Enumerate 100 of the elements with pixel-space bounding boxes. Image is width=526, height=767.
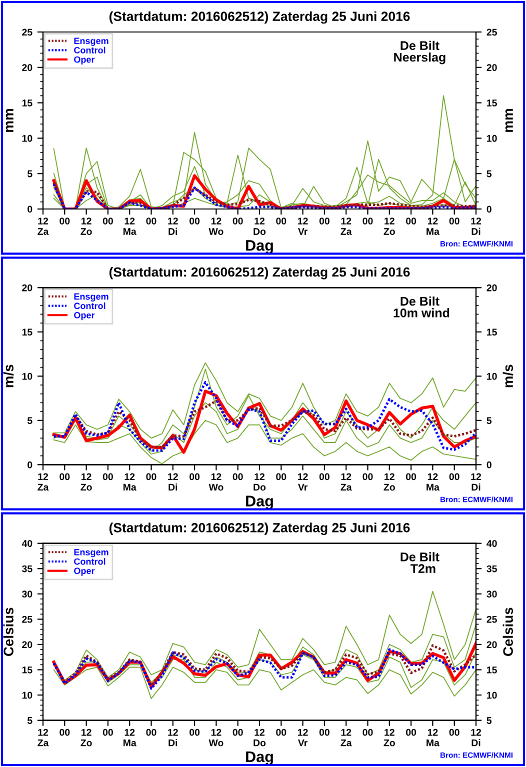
x-axis-title: Dag — [246, 751, 273, 766]
x-tick-label: 12 Zo — [384, 473, 395, 491]
x-tick-label: 12 Wo — [208, 473, 224, 491]
x-tick-label: 00 — [319, 473, 330, 480]
y-axis-title: m/s — [3, 364, 14, 388]
y2-axis-title: Celsius — [502, 608, 513, 656]
x-tick-label: 00 — [232, 473, 243, 480]
x-tick-label: 00 — [406, 218, 416, 224]
y-tick-label: 25 — [22, 616, 32, 623]
legend-label: Control — [74, 302, 106, 310]
y2-tick-label: 10 — [487, 134, 497, 142]
legend-label: Control — [74, 46, 106, 54]
x-tick-label: 00 — [449, 218, 460, 224]
x-tick-label: 12 Ma — [124, 218, 136, 235]
x-tick-label: 00 — [232, 728, 243, 736]
x-tick-label: 12 Di — [168, 473, 178, 491]
x-tick-label: 12 Za — [340, 473, 352, 491]
y-tick-label: 40 — [22, 540, 32, 547]
x-tick-label: 12 Zo — [384, 218, 395, 235]
y2-tick-label: 25 — [486, 616, 497, 623]
x-tick-label: 12 Zo — [80, 218, 92, 235]
y2-tick-label: 20 — [486, 64, 497, 72]
legend-label: Oper — [74, 312, 95, 320]
x-tick-label: 12 Ma — [124, 473, 136, 491]
x-tick-label: 12 Za — [38, 218, 49, 235]
x-tick-label: 12 Di — [471, 218, 482, 235]
x-tick-label: 12 Zo — [80, 473, 92, 491]
x-tick-label: 00 — [362, 728, 373, 736]
legend-label: Control — [74, 558, 106, 565]
x-tick-label: 12 Do — [254, 473, 266, 491]
x-tick-label: 00 — [276, 728, 286, 736]
x-tick-label: 00 — [190, 218, 200, 224]
legend-label: Oper — [74, 568, 95, 576]
chart-title: (Startdatum: 2016062512) Zaterdag 25 Juni 2016 — [109, 11, 410, 24]
x-tick-label: 12 Ma — [124, 728, 136, 746]
x-tick-label: 12 Ma — [426, 728, 440, 746]
legend-label: Ensgem — [74, 549, 108, 558]
x-tick-label: 12 Za — [340, 218, 352, 235]
x-tick-label: 00 — [406, 473, 416, 480]
x-tick-label: 00 — [449, 728, 460, 736]
x-tick-label: 12 Di — [471, 473, 482, 491]
y2-tick-label: 15 — [487, 666, 497, 674]
x-tick-label: 12 Ma — [426, 473, 440, 491]
y2-tick-label: 40 — [486, 540, 497, 547]
x-tick-label: 00 — [60, 728, 70, 736]
y2-tick-label: 0 — [486, 461, 492, 468]
y-tick-label: 0 — [28, 206, 32, 213]
legend-label: Oper — [74, 56, 95, 65]
y-axis-title: Celsius — [3, 608, 14, 656]
y-tick-label: 25 — [22, 28, 32, 36]
y2-tick-label: 5 — [486, 170, 492, 178]
y2-axis-title: m/s — [502, 364, 514, 388]
x-tick-label: 12 Di — [168, 218, 178, 235]
y-tick-label: 0 — [28, 461, 32, 468]
x-tick-label: 00 — [276, 473, 286, 480]
y-tick-label: 10 — [22, 372, 32, 380]
y-tick-label: 30 — [22, 590, 32, 598]
x-tick-label: 12 Wo — [208, 218, 224, 235]
legend-label: Ensgem — [74, 38, 108, 46]
y2-tick-label: 0 — [486, 206, 492, 213]
y-tick-label: 10 — [22, 134, 32, 142]
y2-tick-label: 15 — [487, 328, 497, 336]
x-tick-label: 12 Za — [38, 473, 49, 491]
x-tick-label: 12 Vr — [298, 473, 308, 491]
x-tick-label: 12 Vr — [298, 728, 308, 746]
y2-axis-title: mm — [505, 109, 513, 132]
x-tick-label: 00 — [319, 218, 330, 224]
x-tick-label: 12 Ma — [426, 218, 440, 235]
y2-tick-label: 25 — [486, 28, 497, 36]
x-tick-label: 12 Za — [340, 728, 352, 746]
x-tick-label: 12 Za — [38, 728, 49, 746]
y2-tick-label: 10 — [487, 692, 497, 699]
x-tick-label: 00 — [102, 728, 113, 736]
y-tick-label: 15 — [22, 100, 32, 106]
y2-tick-label: 20 — [486, 641, 497, 648]
y2-tick-label: 30 — [486, 590, 497, 598]
y-axis-title: mm — [6, 109, 14, 132]
x-tick-label: 12 Di — [471, 728, 482, 746]
x-tick-label: 00 — [102, 473, 113, 480]
y-tick-label: 5 — [27, 417, 32, 424]
y2-tick-label: 15 — [487, 100, 497, 106]
x-tick-label: 00 — [146, 473, 156, 480]
y-tick-label: 35 — [22, 565, 32, 572]
annotation: De Bilt 10m wind — [394, 296, 450, 318]
x-tick-label: 00 — [232, 218, 243, 224]
y-tick-label: 20 — [22, 641, 32, 648]
x-tick-label: 00 — [449, 473, 460, 480]
y-tick-label: 5 — [27, 170, 32, 178]
x-tick-label: 12 Do — [254, 728, 266, 746]
chart-title: (Startdatum: 2016062512) Zaterdag 25 Juni 2016 — [109, 266, 410, 280]
x-tick-label: 00 — [146, 218, 156, 224]
y2-tick-label: 10 — [487, 372, 497, 380]
y-tick-label: 10 — [22, 692, 32, 699]
x-tick-label: 00 — [406, 728, 416, 736]
x-tick-label: 00 — [190, 728, 200, 736]
x-tick-label: 12 Wo — [208, 728, 224, 746]
x-tick-label: 00 — [190, 473, 200, 480]
x-tick-label: 12 Vr — [298, 218, 308, 235]
x-tick-label: 12 Zo — [384, 728, 395, 746]
chart-title: (Startdatum: 2016062512) Zaterdag 25 Juni 2016 — [109, 522, 410, 536]
